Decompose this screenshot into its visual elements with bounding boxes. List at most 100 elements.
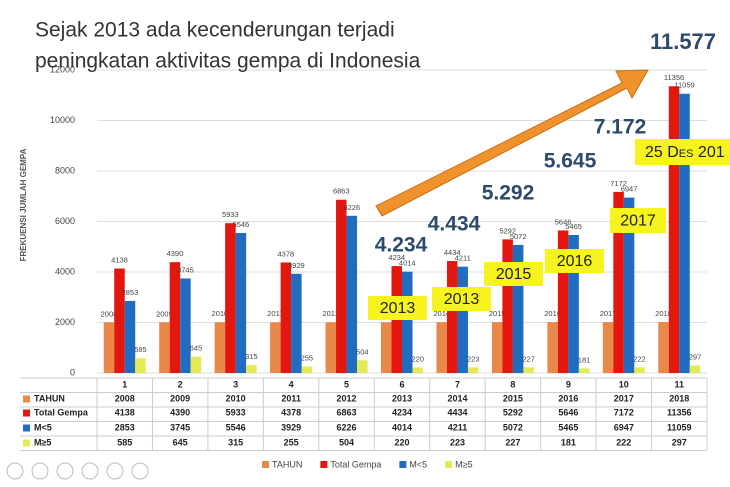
toolbar-icon[interactable] [131,462,149,480]
year-tag-label: 2016 [557,253,593,270]
bar [668,86,680,374]
table-cell: 297 [672,437,687,447]
table-cell: 6863 [337,407,357,417]
table-cell: 4378 [281,407,301,417]
bar [169,262,181,373]
toolbar-icon[interactable] [6,462,24,480]
data-label: 2012 [322,309,339,318]
data-label: 297 [689,352,702,361]
year-tag-label: 25 Des 201 [645,144,725,161]
table-cell: 181 [561,437,576,447]
bar [613,191,624,373]
table-cell: 220 [394,437,409,447]
data-table: 1200841382853585220094390374564532010593… [20,377,708,451]
year-tag-label: 2013 [380,300,416,317]
data-label: 315 [245,352,258,361]
table-cell: 2009 [170,393,190,403]
table-cell: 2853 [115,422,135,432]
table-key [23,395,30,403]
data-label: 645 [190,344,203,353]
chart-title: peningkatan aktivitas gempa di Indonesia [35,50,421,73]
x-tick-label: 3 [233,379,238,389]
data-label: 5933 [222,210,239,219]
data-label: 6863 [333,187,350,196]
table-cell: 2012 [337,393,357,403]
toolbar-icon[interactable] [106,462,124,480]
data-label: 4138 [111,255,128,264]
table-key [23,409,30,417]
x-tick-label: 7 [455,379,460,389]
data-label: 2016 [544,309,561,318]
toolbar [6,462,149,480]
data-label: 2017 [600,309,617,318]
y-tick-label: 6000 [55,216,75,226]
table-cell: 3745 [170,422,190,432]
data-label: 5465 [565,222,582,231]
year-tag [368,296,427,320]
chart-title: Sejak 2013 ada kecenderungan terjadi [35,19,395,42]
data-label: 222 [633,354,646,363]
bar [381,322,392,373]
data-label: 504 [356,347,369,356]
toolbar-icon[interactable] [81,462,99,480]
table-cell: 223 [450,437,465,447]
data-label: 3745 [177,265,194,274]
data-label: 3929 [288,261,305,270]
year-tag-label: 2017 [620,213,656,230]
data-label: 2015 [489,309,506,318]
legend-label: M≥5 [455,459,472,469]
legend-swatch [262,461,269,468]
bar [180,278,191,373]
bar [602,322,614,373]
total-annotation: 11.577 [650,29,716,54]
bar [124,300,136,373]
data-label: 5546 [233,220,250,229]
data-label: 585 [134,345,147,354]
table-cell: 6947 [614,422,634,432]
trend-arrow [375,69,649,217]
bar [235,232,247,373]
table-row-label: TAHUN [34,393,65,403]
year-tag-label: 2015 [496,266,532,283]
bar [135,358,146,373]
x-tick-label: 6 [399,379,404,389]
table-cell: 2011 [281,393,301,403]
total-annotation: 4.434 [428,213,481,236]
bar [301,366,313,373]
data-label: 4434 [444,248,461,257]
bar [547,322,558,373]
total-annotation: 4.234 [375,234,428,257]
data-label: 5292 [499,226,516,235]
table-row-label: M≥5 [34,437,51,447]
bar [436,322,447,373]
bar [291,273,302,373]
x-tick-label: 2 [178,379,183,389]
x-tick-label: 5 [344,379,349,389]
bar [325,322,337,373]
bar [557,230,569,373]
bar [336,199,347,373]
data-label: 2014 [433,309,450,318]
table-cell: 4434 [447,407,467,417]
year-tag [610,208,666,233]
table-cell: 222 [616,437,631,447]
table-key [23,424,30,432]
data-label: 2009 [156,309,173,318]
table-cell: 5933 [226,407,246,417]
y-tick-label: 12000 [50,64,75,74]
data-label: 4390 [167,249,184,258]
x-tick-label: 1 [122,379,127,389]
bar [114,268,125,373]
table-cell: 255 [284,437,299,447]
table-cell: 227 [505,437,520,447]
toolbar-icon[interactable] [31,462,49,480]
x-tick-label: 4 [289,379,294,389]
toolbar-icon[interactable] [56,462,74,480]
legend-label: TAHUN [272,459,302,469]
bar [357,360,368,373]
y-tick-label: 4000 [55,266,75,276]
bar [523,367,534,373]
legend: TAHUN Total Gempa M<5 M≥5 [262,459,473,469]
table-cell: 3929 [281,422,301,432]
